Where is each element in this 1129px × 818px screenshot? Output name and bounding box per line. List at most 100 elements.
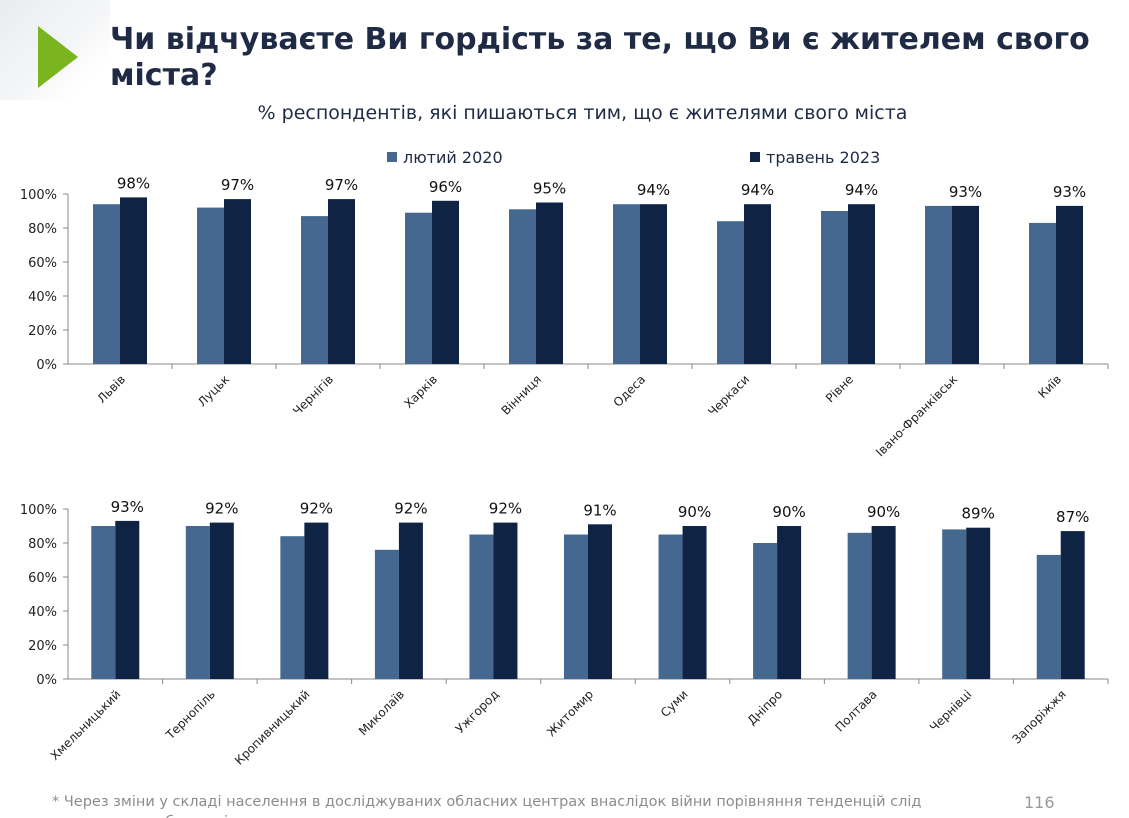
category-label: Миколаїв: [356, 687, 407, 738]
bar-2023: [952, 205, 979, 364]
bar-2023: [224, 199, 251, 364]
bar-2020: [509, 209, 536, 364]
bar-2020: [405, 212, 432, 364]
data-label: 90%: [678, 503, 711, 521]
category-label: Полтава: [833, 687, 880, 734]
category-label: Одеса: [611, 372, 649, 410]
data-label: 93%: [111, 498, 144, 516]
bar-2020: [717, 221, 744, 364]
bar-2020: [658, 534, 683, 679]
bar-2023: [871, 526, 896, 679]
y-tick-label: 100%: [20, 188, 57, 203]
data-label: 94%: [637, 181, 670, 199]
bar-2020: [1029, 222, 1056, 364]
category-label: Івано-Франківськ: [873, 372, 960, 459]
data-label: 89%: [962, 505, 995, 523]
y-tick-label: 0%: [36, 358, 57, 373]
category-label: Суми: [658, 687, 691, 720]
bar-2020: [197, 207, 224, 364]
category-label: Дніпро: [745, 687, 786, 728]
bar-2020: [847, 532, 872, 679]
category-label: Тернопіль: [162, 687, 217, 742]
y-tick-label: 60%: [28, 256, 57, 271]
bar-2023: [304, 522, 329, 679]
category-label: Чернівці: [927, 687, 974, 734]
legend-swatch: [387, 152, 397, 162]
arrow-icon: [38, 26, 78, 88]
bar-2023: [744, 204, 771, 364]
category-label: Харків: [401, 372, 440, 411]
bar-2020: [280, 536, 305, 679]
category-label: Чернігів: [290, 372, 336, 418]
bar-2023: [432, 200, 459, 364]
data-label: 91%: [583, 501, 616, 519]
legend-label: травень 2023: [766, 148, 880, 167]
y-tick-label: 80%: [28, 222, 57, 237]
y-tick-label: 40%: [28, 605, 57, 620]
bar-2020: [91, 526, 116, 679]
category-label: Київ: [1035, 372, 1064, 401]
data-label: 97%: [325, 176, 358, 194]
bar-2023: [493, 522, 518, 679]
bar-2023: [640, 204, 667, 364]
y-tick-label: 20%: [28, 324, 57, 339]
data-label: 92%: [300, 500, 333, 518]
bar-2020: [469, 534, 494, 679]
data-label: 92%: [205, 500, 238, 518]
bar-2023: [115, 520, 140, 679]
category-label: Ужгород: [453, 687, 502, 736]
y-tick-label: 80%: [28, 537, 57, 552]
y-tick-label: 60%: [28, 571, 57, 586]
page-number: 116: [1024, 793, 1055, 812]
data-label: 90%: [867, 503, 900, 521]
bar-2020: [374, 549, 399, 679]
bar-2020: [564, 534, 588, 679]
category-label: Кропивницький: [232, 687, 313, 768]
data-label: 97%: [221, 176, 254, 194]
data-label: 98%: [117, 174, 150, 192]
bar-2023: [209, 522, 234, 679]
bar-2023: [1060, 531, 1085, 679]
bar-2023: [966, 527, 991, 679]
bar-2020: [821, 211, 848, 364]
chart-subtitle: % респондентів, які пишаються тим, що є …: [257, 102, 908, 124]
category-label: Рівне: [823, 372, 856, 405]
bar-2023: [398, 522, 423, 679]
bar-2023: [536, 202, 563, 364]
data-label: 87%: [1056, 508, 1089, 526]
bar-2023: [1056, 205, 1083, 364]
y-tick-label: 40%: [28, 290, 57, 305]
data-label: 94%: [741, 181, 774, 199]
bar-2023: [120, 197, 147, 364]
bar-2023: [588, 524, 612, 679]
category-label: Запоріжжя: [1009, 687, 1068, 746]
bar-2023: [777, 526, 802, 679]
data-label: 92%: [394, 500, 427, 518]
data-label: 93%: [949, 183, 982, 201]
footnote: * Через зміни у складі населення в дослі…: [52, 794, 922, 818]
bar-2023: [848, 204, 875, 364]
y-tick-label: 100%: [20, 503, 57, 518]
category-label: Вінниця: [499, 372, 545, 418]
category-label: Хмельницький: [48, 687, 124, 763]
y-tick-label: 0%: [36, 673, 57, 688]
bar-2020: [942, 529, 967, 679]
data-label: 95%: [533, 180, 566, 198]
bar-2023: [328, 199, 355, 364]
y-tick-label: 20%: [28, 639, 57, 654]
data-label: 92%: [489, 500, 522, 518]
data-label: 90%: [772, 503, 805, 521]
data-label: 93%: [1053, 183, 1086, 201]
legend-swatch: [750, 152, 760, 162]
bar-2020: [93, 204, 120, 364]
bar-2023: [682, 526, 707, 679]
data-label: 96%: [429, 178, 462, 196]
bar-2020: [925, 205, 952, 364]
bar-2020: [185, 526, 210, 679]
category-label: Луцьк: [195, 372, 232, 409]
bar-2020: [301, 216, 328, 364]
legend-label: лютий 2020: [403, 148, 503, 167]
data-label: 94%: [845, 181, 878, 199]
bar-2020: [753, 543, 778, 679]
